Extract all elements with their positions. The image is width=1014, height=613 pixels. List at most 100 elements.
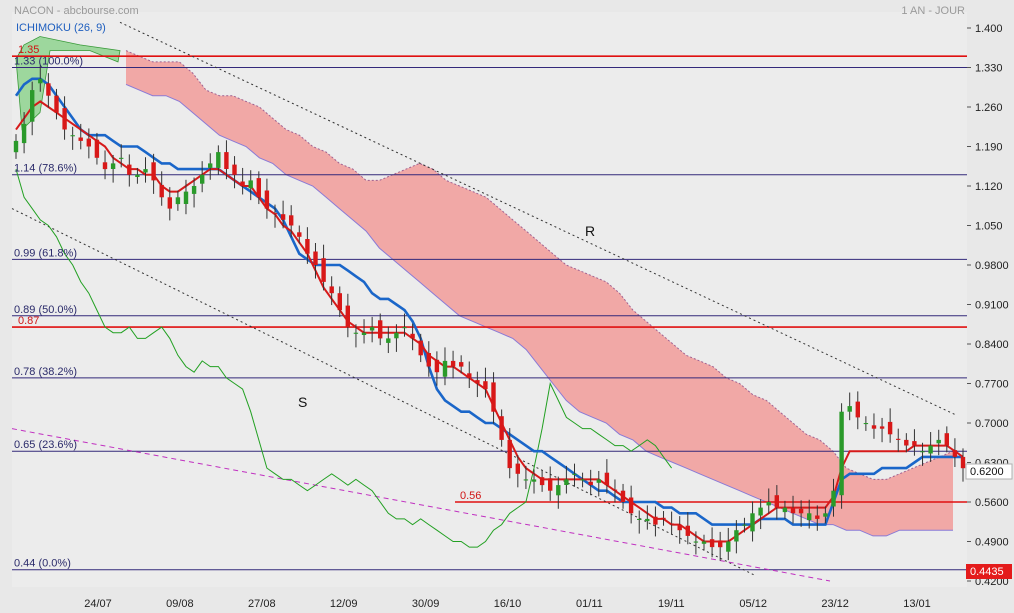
x-tick-label: 13/01 bbox=[903, 598, 931, 610]
y-tick-label: 1.050 bbox=[975, 221, 1003, 233]
last-price-label: 0.6200 bbox=[970, 466, 1004, 478]
candle-body bbox=[879, 426, 885, 429]
candle-body bbox=[183, 191, 189, 204]
senkou-span-a bbox=[125, 50, 954, 480]
candle-body bbox=[564, 479, 569, 485]
candle-body bbox=[329, 286, 334, 294]
candle-body bbox=[21, 123, 27, 144]
candle-body bbox=[653, 516, 658, 525]
candle-body bbox=[297, 232, 302, 237]
x-tick-label: 05/12 bbox=[739, 598, 767, 610]
x-tick-label: 27/08 bbox=[248, 598, 276, 610]
candle-body bbox=[531, 479, 537, 482]
chart-title: NACON - abcbourse.com bbox=[14, 5, 139, 17]
candle-body bbox=[645, 518, 650, 522]
y-tick-label: 1.120 bbox=[975, 181, 1003, 193]
candle-body bbox=[693, 541, 699, 543]
fib-label-1: 1.14 (78.6%) bbox=[14, 163, 77, 175]
candle-body bbox=[491, 382, 496, 412]
candle-body bbox=[224, 152, 229, 169]
candle-body bbox=[734, 530, 739, 542]
cloud-area bbox=[126, 50, 953, 536]
candle-body bbox=[758, 507, 763, 516]
candle-body bbox=[459, 362, 464, 367]
candle-body bbox=[337, 293, 342, 311]
candle-body bbox=[135, 174, 140, 177]
candle-body bbox=[790, 507, 796, 514]
fib-label-3: 0.89 (50.0%) bbox=[14, 304, 77, 316]
candle-body bbox=[386, 338, 391, 343]
candle-body bbox=[701, 541, 707, 544]
candle-body bbox=[912, 441, 917, 446]
candle-body bbox=[580, 479, 585, 481]
candle-body bbox=[46, 83, 51, 96]
candle-body bbox=[863, 423, 869, 425]
candle-body bbox=[94, 139, 100, 158]
candle-body bbox=[823, 513, 828, 517]
candle-body bbox=[637, 518, 642, 520]
candle-body bbox=[831, 490, 836, 507]
x-tick-label: 01/11 bbox=[576, 598, 603, 610]
candle-body bbox=[798, 508, 804, 514]
candle-body bbox=[847, 406, 852, 412]
chikou-span bbox=[15, 168, 673, 548]
candle-body bbox=[191, 186, 197, 194]
candle-body bbox=[709, 539, 715, 548]
candle-body bbox=[264, 190, 270, 209]
candle-body bbox=[426, 353, 431, 367]
candle-body bbox=[402, 327, 407, 329]
candle-body bbox=[175, 197, 181, 205]
candle-body bbox=[467, 373, 472, 378]
candle-body bbox=[928, 445, 933, 454]
candle-body bbox=[321, 258, 326, 282]
y-tick-label: 0.5600 bbox=[975, 497, 1009, 509]
fib-label-2: 0.99 (61.8%) bbox=[14, 247, 77, 259]
fib-label-4: 0.78 (38.2%) bbox=[14, 366, 77, 378]
y-tick-label: 1.330 bbox=[975, 63, 1003, 75]
candle-body bbox=[159, 184, 164, 198]
candle-body bbox=[434, 359, 440, 373]
candle-body bbox=[289, 215, 294, 226]
x-tick-label: 24/07 bbox=[84, 598, 112, 610]
candle-body bbox=[450, 360, 456, 367]
candle-body bbox=[960, 456, 966, 469]
x-tick-label: 09/08 bbox=[166, 598, 194, 610]
candle-body bbox=[378, 320, 383, 339]
candle-body bbox=[936, 439, 941, 444]
candle-body bbox=[539, 477, 545, 486]
x-tick-label: 12/09 bbox=[330, 598, 358, 610]
candle-body bbox=[127, 164, 132, 175]
level-label-1: 0.87 bbox=[18, 315, 39, 327]
candle-body bbox=[143, 169, 148, 173]
x-tick-label: 23/12 bbox=[821, 598, 849, 610]
candle-body bbox=[361, 332, 367, 335]
kumo-cloud bbox=[15, 36, 954, 537]
candle-body bbox=[620, 490, 626, 502]
candle-body bbox=[62, 108, 67, 130]
y-tick-label: 1.260 bbox=[975, 102, 1003, 114]
candle-body bbox=[726, 541, 731, 552]
y-tick-label: 0.9100 bbox=[975, 300, 1009, 312]
candle-body bbox=[54, 95, 59, 113]
candle-body bbox=[208, 163, 213, 168]
candle-body bbox=[548, 478, 553, 491]
candle-body bbox=[86, 138, 91, 147]
candle-body bbox=[742, 524, 747, 526]
candle-body bbox=[920, 451, 925, 453]
candle-body bbox=[782, 507, 788, 513]
candle-body bbox=[200, 174, 205, 184]
candle-body bbox=[280, 214, 286, 220]
candle-body bbox=[13, 140, 19, 153]
fib-label-5: 0.65 (23.6%) bbox=[14, 439, 77, 451]
candle-body bbox=[887, 421, 893, 435]
candle-body bbox=[418, 340, 423, 356]
candle-body bbox=[38, 78, 43, 84]
candle-body bbox=[588, 481, 593, 486]
y-axis: 1.400 1.330 1.260 1.190 1.120 1.050 0.9800 0.91… bbox=[967, 23, 1009, 588]
kijun-sen bbox=[14, 77, 963, 526]
fib-label-6: 0.44 (0.0%) bbox=[14, 558, 71, 570]
candle-body bbox=[523, 479, 529, 481]
candle-body bbox=[313, 251, 318, 265]
y-tick-label: 0.9800 bbox=[975, 260, 1009, 272]
candles bbox=[13, 65, 966, 561]
